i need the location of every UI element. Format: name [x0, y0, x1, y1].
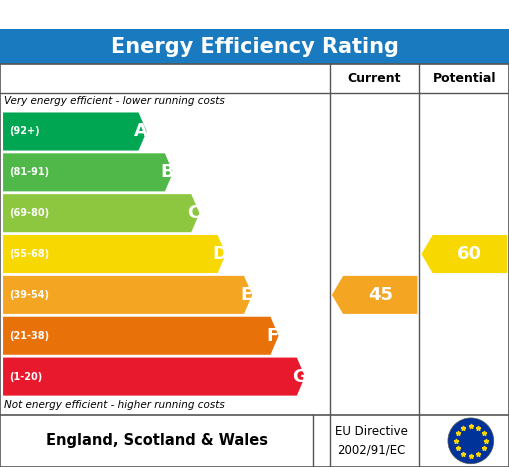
- Polygon shape: [3, 358, 305, 396]
- Text: Not energy efficient - higher running costs: Not energy efficient - higher running co…: [4, 400, 225, 410]
- Polygon shape: [3, 113, 147, 150]
- Bar: [0, 29, 509, 64]
- Text: (55-68): (55-68): [9, 249, 49, 259]
- Polygon shape: [3, 317, 278, 355]
- Text: (69-80): (69-80): [9, 208, 49, 218]
- Text: A: A: [134, 122, 148, 141]
- Text: Current: Current: [348, 72, 402, 85]
- Text: England, Scotland & Wales: England, Scotland & Wales: [45, 433, 268, 448]
- Text: 60: 60: [457, 245, 483, 263]
- Polygon shape: [3, 276, 252, 314]
- Polygon shape: [3, 194, 200, 232]
- Text: EU Directive
2002/91/EC: EU Directive 2002/91/EC: [335, 425, 408, 456]
- Text: (21-38): (21-38): [9, 331, 49, 341]
- Bar: [0, 415, 509, 467]
- Text: G: G: [292, 368, 307, 386]
- Text: 45: 45: [367, 286, 393, 304]
- Ellipse shape: [448, 418, 494, 464]
- Text: (1-20): (1-20): [9, 372, 42, 382]
- Text: Potential: Potential: [433, 72, 496, 85]
- Text: B: B: [160, 163, 174, 181]
- Bar: [0, 64, 509, 467]
- Polygon shape: [3, 235, 226, 273]
- Polygon shape: [3, 153, 173, 191]
- Text: Energy Efficiency Rating: Energy Efficiency Rating: [110, 37, 399, 57]
- Text: (81-91): (81-91): [9, 167, 49, 177]
- Text: (92+): (92+): [9, 127, 40, 136]
- Text: (39-54): (39-54): [9, 290, 49, 300]
- Text: E: E: [240, 286, 252, 304]
- Text: Very energy efficient - lower running costs: Very energy efficient - lower running co…: [4, 96, 225, 106]
- Text: D: D: [213, 245, 228, 263]
- Polygon shape: [332, 276, 417, 314]
- Text: F: F: [267, 327, 279, 345]
- Polygon shape: [421, 235, 507, 273]
- Text: C: C: [187, 204, 201, 222]
